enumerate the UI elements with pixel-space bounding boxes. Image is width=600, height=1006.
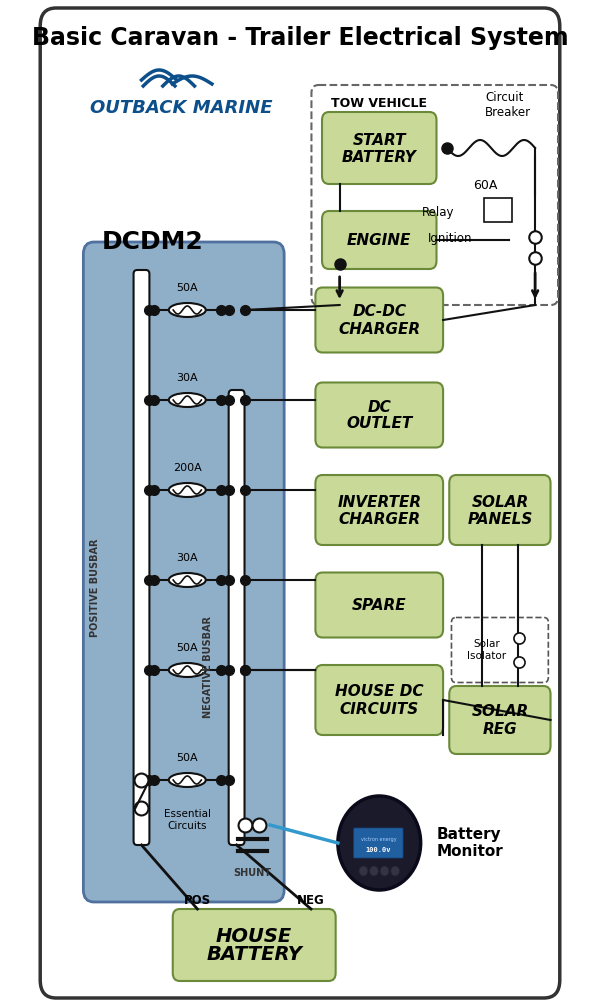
Text: 30A: 30A (176, 373, 198, 383)
Text: CIRCUITS: CIRCUITS (340, 701, 419, 716)
Text: Solar
Isolator: Solar Isolator (467, 639, 506, 661)
Circle shape (370, 866, 379, 876)
Text: ENGINE: ENGINE (347, 232, 412, 247)
Text: 200A: 200A (173, 463, 202, 473)
Text: OUTBACK MARINE: OUTBACK MARINE (90, 99, 272, 117)
Text: CHARGER: CHARGER (338, 322, 421, 336)
Text: Circuit
Breaker: Circuit Breaker (485, 91, 531, 119)
FancyBboxPatch shape (40, 8, 560, 998)
Text: OUTLET: OUTLET (346, 416, 412, 432)
Text: Basic Caravan - Trailer Electrical System: Basic Caravan - Trailer Electrical Syste… (32, 26, 568, 50)
Text: BATTERY: BATTERY (342, 150, 416, 165)
Text: REG: REG (482, 721, 517, 736)
FancyBboxPatch shape (322, 211, 436, 269)
FancyBboxPatch shape (484, 198, 512, 222)
Text: 30A: 30A (176, 553, 198, 563)
FancyBboxPatch shape (316, 665, 443, 735)
Ellipse shape (169, 573, 206, 586)
Text: HOUSE DC: HOUSE DC (335, 684, 424, 699)
Text: CHARGER: CHARGER (338, 511, 421, 526)
Circle shape (338, 796, 421, 890)
Circle shape (391, 866, 400, 876)
Text: Essential
Circuits: Essential Circuits (164, 809, 211, 831)
Text: SHUNT: SHUNT (233, 868, 271, 878)
Text: SPARE: SPARE (352, 598, 407, 613)
Text: INVERTER: INVERTER (337, 495, 421, 509)
Ellipse shape (169, 483, 206, 497)
Text: 100.0v: 100.0v (365, 847, 391, 853)
Text: DCDM2: DCDM2 (102, 230, 203, 254)
FancyBboxPatch shape (354, 828, 403, 858)
Text: DC: DC (367, 399, 391, 414)
Text: 50A: 50A (176, 643, 198, 653)
FancyBboxPatch shape (322, 112, 436, 184)
Ellipse shape (169, 663, 206, 677)
Text: BATTERY: BATTERY (206, 945, 302, 964)
Text: 50A: 50A (176, 753, 198, 763)
Text: 50A: 50A (176, 283, 198, 293)
Text: Battery
Monitor: Battery Monitor (436, 827, 503, 859)
Text: NEG: NEG (297, 894, 325, 907)
FancyBboxPatch shape (449, 686, 551, 754)
Text: SOLAR: SOLAR (471, 704, 529, 719)
Text: Ignition: Ignition (427, 231, 472, 244)
Text: TOW VEHICLE: TOW VEHICLE (331, 97, 427, 110)
Circle shape (380, 866, 389, 876)
Ellipse shape (169, 303, 206, 317)
FancyBboxPatch shape (316, 288, 443, 352)
Ellipse shape (169, 393, 206, 407)
FancyBboxPatch shape (449, 475, 551, 545)
Text: START: START (353, 133, 406, 148)
Text: POSITIVE BUSBAR: POSITIVE BUSBAR (90, 538, 100, 637)
Text: HOUSE: HOUSE (216, 928, 292, 947)
Text: SOLAR: SOLAR (471, 495, 529, 509)
Text: NEGATIVE BUSBAR: NEGATIVE BUSBAR (203, 617, 214, 718)
Text: Relay: Relay (422, 205, 454, 218)
Circle shape (359, 866, 368, 876)
Text: 60A: 60A (473, 178, 497, 191)
FancyBboxPatch shape (316, 382, 443, 448)
Text: POS: POS (184, 894, 211, 907)
Ellipse shape (169, 773, 206, 787)
FancyBboxPatch shape (134, 270, 149, 845)
Text: victron energy: victron energy (361, 837, 396, 841)
Text: DC-DC: DC-DC (352, 305, 406, 320)
FancyBboxPatch shape (316, 572, 443, 638)
Text: PANELS: PANELS (467, 511, 533, 526)
FancyBboxPatch shape (229, 390, 245, 845)
FancyBboxPatch shape (316, 475, 443, 545)
FancyBboxPatch shape (83, 242, 284, 902)
FancyBboxPatch shape (173, 909, 335, 981)
